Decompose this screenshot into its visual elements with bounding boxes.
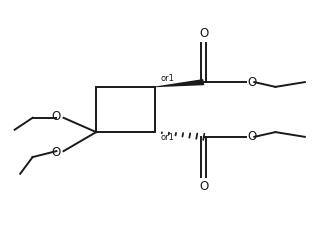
Text: O: O [199,180,208,193]
Text: O: O [199,27,208,40]
Text: O: O [247,76,256,89]
Text: O: O [52,146,61,159]
Text: or1: or1 [161,133,175,142]
Polygon shape [155,79,204,87]
Text: O: O [247,130,256,143]
Text: O: O [52,110,61,123]
Text: or1: or1 [161,74,175,83]
